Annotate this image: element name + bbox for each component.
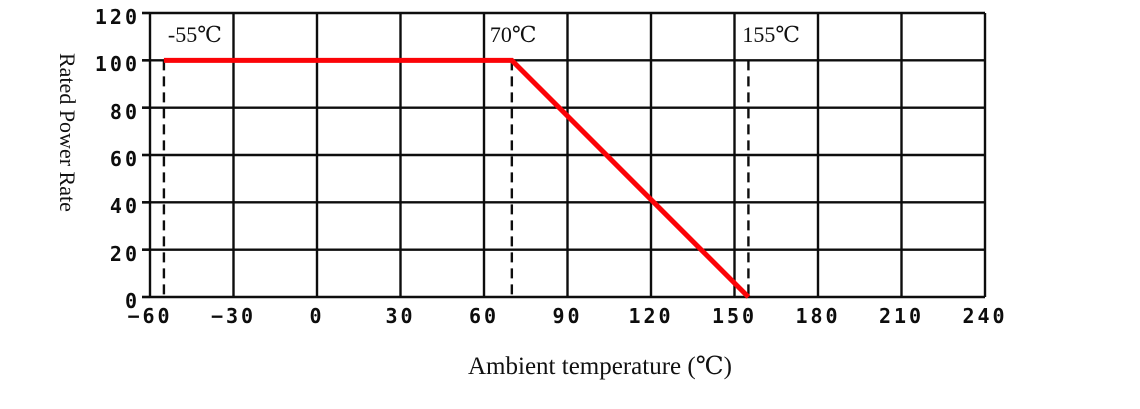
x-axis-title: Ambient temperature (℃): [468, 353, 732, 380]
y-tick-label: 40: [109, 194, 140, 219]
y-tick-label: 120: [94, 5, 140, 29]
reference-label: 70℃: [489, 22, 537, 47]
x-tick-label: 150: [711, 304, 758, 328]
series-rated-power-derating-curve: [163, 57, 751, 299]
x-tick-label: 240: [962, 304, 1008, 328]
reference-label: 155℃: [742, 22, 801, 47]
x-tick-label: 120: [628, 304, 674, 328]
x-tick-label: 180: [795, 304, 841, 328]
x-tick-label: 30: [385, 304, 416, 328]
x-tick-label: 90: [552, 304, 583, 328]
x-tick-label: −30: [210, 304, 257, 328]
y-tick-label: 20: [109, 241, 140, 266]
x-tick-label: 60: [468, 304, 500, 328]
x-tick-label: 210: [878, 304, 925, 328]
y-tick-label: 0: [124, 289, 140, 313]
x-tick-label: −60: [127, 304, 173, 328]
reference-label: -55℃: [167, 22, 222, 47]
x-tick-label: 0: [309, 304, 325, 328]
y-axis-title: Rated Power Rate: [55, 53, 80, 212]
y-tick-label: 100: [94, 52, 140, 77]
y-tick-label: 60: [109, 147, 140, 171]
y-tick-label: 80: [109, 99, 140, 124]
